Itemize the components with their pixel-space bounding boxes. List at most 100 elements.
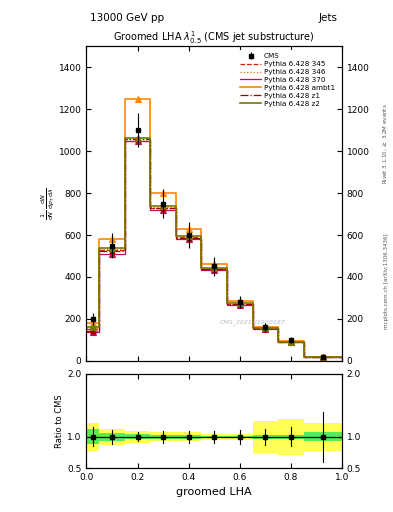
Pythia 6.428 z1	[148, 205, 152, 211]
Pythia 6.428 ambt1	[250, 324, 255, 330]
Pythia 6.428 z2	[97, 245, 101, 251]
Pythia 6.428 ambt1	[123, 96, 127, 102]
Pythia 6.428 ambt1	[174, 190, 178, 196]
Pythia 6.428 370	[97, 251, 101, 257]
Pythia 6.428 346	[250, 301, 255, 307]
Pythia 6.428 346	[301, 354, 306, 360]
Pythia 6.428 346	[174, 233, 178, 240]
Pythia 6.428 ambt1	[225, 261, 230, 267]
Pythia 6.428 ambt1	[340, 354, 344, 360]
Legend: CMS, Pythia 6.428 345, Pythia 6.428 346, Pythia 6.428 370, Pythia 6.428 ambt1, P: CMS, Pythia 6.428 345, Pythia 6.428 346,…	[237, 50, 338, 110]
Pythia 6.428 z1	[84, 328, 89, 334]
Pythia 6.428 ambt1	[301, 354, 306, 360]
Pythia 6.428 345	[84, 327, 89, 333]
Text: Rivet 3.1.10, $\geq$ 3.2M events: Rivet 3.1.10, $\geq$ 3.2M events	[382, 103, 389, 184]
Pythia 6.428 345	[250, 301, 255, 307]
Pythia 6.428 370	[123, 137, 127, 143]
Pythia 6.428 z1	[123, 136, 127, 142]
Pythia 6.428 345	[174, 234, 178, 240]
Pythia 6.428 345	[301, 339, 306, 345]
Pythia 6.428 z2	[123, 135, 127, 141]
Pythia 6.428 345	[97, 327, 101, 333]
Pythia 6.428 z2	[148, 203, 152, 209]
Pythia 6.428 z1	[301, 339, 306, 345]
Pythia 6.428 ambt1	[199, 261, 204, 267]
Pythia 6.428 370	[174, 207, 178, 213]
Pythia 6.428 346	[276, 339, 281, 345]
Pythia 6.428 345	[123, 247, 127, 253]
Pythia 6.428 345	[301, 354, 306, 360]
Line: Pythia 6.428 z2: Pythia 6.428 z2	[86, 138, 342, 357]
Pythia 6.428 ambt1	[97, 320, 101, 326]
Pythia 6.428 346	[148, 204, 152, 210]
Pythia 6.428 346	[340, 354, 344, 360]
Pythia 6.428 346	[225, 301, 230, 307]
Pythia 6.428 346	[301, 339, 306, 345]
Pythia 6.428 370	[276, 339, 281, 346]
Pythia 6.428 z2	[225, 265, 230, 271]
Pythia 6.428 z1	[250, 301, 255, 307]
Pythia 6.428 370	[148, 207, 152, 213]
Pythia 6.428 370	[84, 329, 89, 335]
Pythia 6.428 ambt1	[123, 236, 127, 242]
Pythia 6.428 370	[250, 302, 255, 308]
Pythia 6.428 z1	[174, 205, 178, 211]
Pythia 6.428 ambt1	[250, 298, 255, 304]
Pythia 6.428 z1	[225, 301, 230, 307]
Pythia 6.428 370	[199, 267, 204, 273]
Pythia 6.428 z1	[199, 234, 204, 241]
Text: CMS_2021_I1920187: CMS_2021_I1920187	[219, 319, 285, 325]
Pythia 6.428 ambt1	[97, 236, 101, 242]
Pythia 6.428 370	[276, 326, 281, 332]
Pythia 6.428 z1	[301, 354, 306, 360]
X-axis label: groomed LHA: groomed LHA	[176, 486, 252, 497]
Pythia 6.428 z1	[276, 339, 281, 345]
Pythia 6.428 370	[148, 137, 152, 143]
Pythia 6.428 z1	[148, 136, 152, 142]
Pythia 6.428 370	[250, 326, 255, 332]
Pythia 6.428 z2	[276, 325, 281, 331]
Pythia 6.428 346	[123, 136, 127, 142]
Text: Jets: Jets	[319, 13, 338, 23]
Pythia 6.428 z2	[84, 324, 89, 330]
Pythia 6.428 z2	[199, 233, 204, 239]
Line: Pythia 6.428 ambt1: Pythia 6.428 ambt1	[86, 99, 342, 357]
Pythia 6.428 345	[340, 354, 344, 360]
Pythia 6.428 345	[225, 301, 230, 307]
Pythia 6.428 z1	[97, 328, 101, 334]
Pythia 6.428 345	[250, 325, 255, 331]
Line: Pythia 6.428 346: Pythia 6.428 346	[86, 139, 342, 357]
Pythia 6.428 ambt1	[199, 226, 204, 232]
Pythia 6.428 ambt1	[174, 226, 178, 232]
Pythia 6.428 370	[301, 354, 306, 360]
Pythia 6.428 z2	[301, 338, 306, 345]
Pythia 6.428 370	[123, 251, 127, 257]
Pythia 6.428 z2	[148, 135, 152, 141]
Line: Pythia 6.428 345: Pythia 6.428 345	[86, 140, 342, 357]
Pythia 6.428 346	[199, 233, 204, 240]
Pythia 6.428 z2	[225, 300, 230, 306]
Pythia 6.428 z1	[123, 248, 127, 254]
Pythia 6.428 ambt1	[148, 190, 152, 196]
Pythia 6.428 ambt1	[225, 298, 230, 304]
Pythia 6.428 345	[174, 205, 178, 211]
Pythia 6.428 z1	[276, 325, 281, 331]
Pythia 6.428 346	[97, 246, 101, 252]
Pythia 6.428 346	[97, 325, 101, 331]
Pythia 6.428 345	[199, 266, 204, 272]
Pythia 6.428 345	[225, 266, 230, 272]
Pythia 6.428 ambt1	[276, 324, 281, 330]
Pythia 6.428 346	[250, 325, 255, 331]
Pythia 6.428 345	[97, 247, 101, 253]
Pythia 6.428 z2	[174, 233, 178, 239]
Pythia 6.428 345	[148, 137, 152, 143]
Y-axis label: Ratio to CMS: Ratio to CMS	[55, 394, 64, 448]
Pythia 6.428 345	[123, 137, 127, 143]
Pythia 6.428 ambt1	[301, 338, 306, 344]
Pythia 6.428 346	[276, 325, 281, 331]
Pythia 6.428 z1	[174, 234, 178, 241]
Pythia 6.428 370	[340, 354, 344, 360]
Pythia 6.428 z2	[174, 203, 178, 209]
Pythia 6.428 z1	[250, 325, 255, 331]
Pythia 6.428 370	[97, 329, 101, 335]
